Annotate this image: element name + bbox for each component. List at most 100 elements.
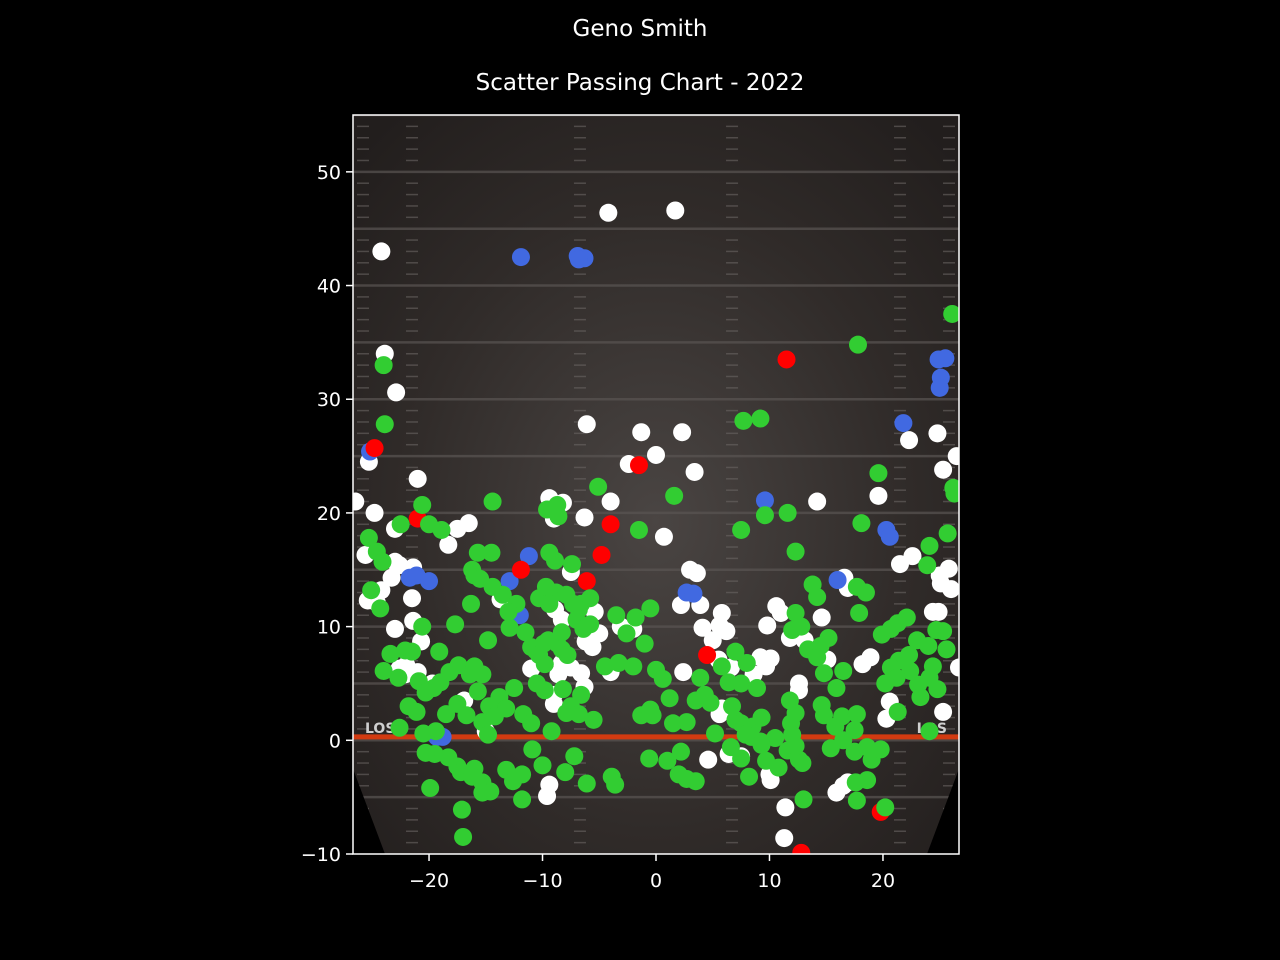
data-point: [387, 383, 406, 402]
data-point: [375, 415, 394, 434]
data-point: [703, 631, 722, 650]
data-point: [549, 665, 568, 684]
data-point: [780, 691, 799, 710]
data-point: [581, 615, 600, 634]
data-point: [640, 749, 659, 768]
data-point: [699, 750, 718, 769]
data-point: [723, 697, 742, 716]
data-point: [581, 589, 600, 608]
data-point: [454, 827, 473, 846]
data-point: [674, 663, 693, 682]
data-point: [511, 248, 530, 267]
data-point: [563, 555, 582, 574]
data-point: [641, 599, 660, 618]
data-point: [758, 616, 777, 635]
data-point: [890, 555, 909, 574]
data-point: [606, 775, 625, 794]
data-point: [473, 783, 492, 802]
data-point: [814, 706, 833, 725]
data-point: [421, 779, 440, 798]
data-point: [505, 679, 524, 698]
data-point: [919, 636, 938, 655]
data-points: [353, 201, 959, 854]
data-point: [403, 589, 422, 608]
data-point: [939, 559, 958, 578]
data-point: [420, 572, 439, 591]
data-point: [553, 680, 572, 699]
data-point: [658, 751, 677, 770]
data-point: [808, 492, 827, 511]
data-point: [726, 642, 745, 661]
data-point: [778, 503, 797, 522]
data-point: [950, 658, 959, 677]
data-point: [385, 619, 404, 638]
data-point: [786, 603, 805, 622]
data-point: [572, 685, 591, 704]
data-point: [371, 599, 390, 618]
data-point: [416, 743, 435, 762]
data-point: [900, 431, 919, 450]
data-point: [635, 634, 654, 653]
data-point: [516, 623, 535, 642]
data-point: [685, 462, 704, 481]
data-point: [783, 725, 802, 744]
data-point: [452, 800, 471, 819]
data-point: [535, 681, 554, 700]
data-point: [556, 763, 575, 782]
data-point: [665, 486, 684, 505]
data-point: [945, 484, 959, 503]
data-point: [845, 721, 864, 740]
data-point: [752, 708, 771, 727]
data-point: [947, 447, 959, 466]
data-point: [552, 610, 571, 629]
data-point: [407, 702, 426, 721]
y-tick-label: 0: [329, 730, 341, 752]
data-point: [793, 754, 812, 773]
data-point: [660, 689, 679, 708]
data-point: [942, 580, 959, 599]
data-point: [500, 618, 519, 637]
data-point: [359, 528, 378, 547]
vignette-left: [353, 768, 385, 854]
data-point: [834, 661, 853, 680]
data-point: [511, 560, 530, 579]
x-tick-label: −20: [409, 870, 449, 892]
data-point: [629, 520, 648, 539]
data-point: [755, 506, 774, 525]
data-point: [643, 706, 662, 725]
data-point: [706, 724, 725, 743]
data-point: [920, 536, 939, 555]
data-point: [372, 242, 391, 261]
data-point: [755, 491, 774, 510]
data-point: [698, 646, 717, 665]
data-point: [413, 495, 432, 514]
data-point: [653, 669, 672, 688]
data-point: [607, 606, 626, 625]
data-point: [930, 378, 949, 397]
data-point: [584, 710, 603, 729]
x-tick-label: 20: [871, 870, 895, 892]
data-point: [617, 624, 636, 643]
data-point: [589, 477, 608, 496]
data-point: [928, 424, 947, 443]
data-point: [693, 618, 712, 637]
vignette-right: [927, 768, 959, 854]
data-point: [776, 798, 795, 817]
data-point: [888, 702, 907, 721]
data-point: [934, 622, 953, 641]
data-point: [671, 742, 690, 761]
data-point: [673, 423, 692, 442]
data-point: [500, 572, 519, 591]
data-point: [794, 790, 813, 809]
data-point: [852, 514, 871, 533]
data-point: [777, 350, 796, 369]
data-point: [381, 644, 400, 663]
data-point: [483, 492, 502, 511]
data-point: [540, 594, 559, 613]
x-axis: −20 −10 0 10 20: [409, 854, 895, 892]
data-point: [751, 409, 770, 428]
data-point: [911, 688, 930, 707]
data-point: [847, 791, 866, 810]
data-point: [826, 717, 845, 736]
data-point: [828, 571, 847, 590]
